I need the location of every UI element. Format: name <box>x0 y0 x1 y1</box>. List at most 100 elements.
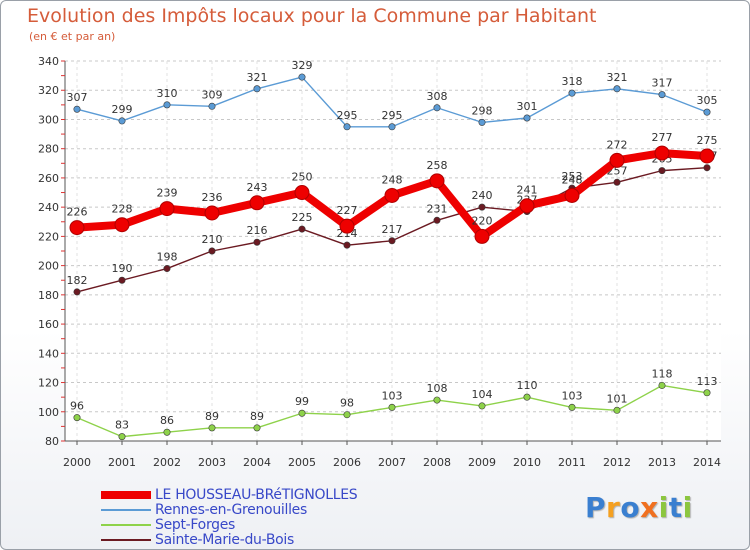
x-tick-label: 2005 <box>288 456 316 469</box>
data-label: 113 <box>697 375 718 388</box>
data-point <box>568 89 576 97</box>
legend-label: Sept-Forges <box>155 516 236 533</box>
data-label: 103 <box>382 389 403 402</box>
data-label: 250 <box>292 171 313 184</box>
data-point <box>613 85 621 93</box>
data-point <box>204 205 220 221</box>
data-label: 89 <box>205 410 219 423</box>
logo-letter: o <box>620 491 641 524</box>
x-tick-label: 2006 <box>333 456 361 469</box>
data-label: 210 <box>202 233 223 246</box>
data-point <box>253 85 261 93</box>
data-point <box>114 217 130 233</box>
data-point <box>564 187 580 203</box>
data-label: 110 <box>517 379 538 392</box>
data-label: 101 <box>607 392 628 405</box>
data-label: 307 <box>67 91 88 104</box>
logo-letter: P <box>585 491 607 524</box>
y-tick-label: 320 <box>38 84 59 97</box>
y-tick-label: 260 <box>38 172 59 185</box>
data-point <box>208 102 216 110</box>
data-label: 309 <box>202 88 223 101</box>
data-point <box>519 198 535 214</box>
data-label: 321 <box>247 71 268 84</box>
chart-title: Evolution des Impôts locaux pour la Comm… <box>27 5 597 27</box>
data-point <box>478 203 486 211</box>
data-label: 99 <box>295 395 309 408</box>
data-label: 305 <box>697 94 718 107</box>
data-point <box>433 104 441 112</box>
data-label: 226 <box>67 206 88 219</box>
y-tick-label: 180 <box>38 289 59 302</box>
logo-letter: r <box>606 491 621 524</box>
data-point <box>613 178 621 186</box>
y-tick-label: 280 <box>38 143 59 156</box>
data-point <box>298 225 306 233</box>
data-label: 298 <box>472 104 493 117</box>
y-tick-label: 300 <box>38 113 59 126</box>
data-point <box>253 238 261 246</box>
data-point <box>343 411 351 419</box>
data-label: 277 <box>652 131 673 144</box>
data-label: 231 <box>427 202 448 215</box>
data-label: 98 <box>340 397 354 410</box>
data-label: 241 <box>517 184 538 197</box>
data-label: 318 <box>562 75 583 88</box>
data-label: 103 <box>562 389 583 402</box>
x-tick-label: 2009 <box>468 456 496 469</box>
chart-legend: LE HOUSSEAU-BRéTIGNOLLES Rennes-en-Grenou… <box>101 487 358 548</box>
data-label: 310 <box>157 87 178 100</box>
data-point <box>523 393 531 401</box>
data-point <box>298 73 306 81</box>
data-label: 295 <box>382 109 403 122</box>
data-point <box>253 424 261 432</box>
data-label: 227 <box>337 204 358 217</box>
data-label: 321 <box>607 71 628 84</box>
data-label: 308 <box>427 90 448 103</box>
data-point <box>703 389 711 397</box>
legend-item: Sept-Forges <box>101 516 357 533</box>
data-point <box>298 409 306 417</box>
data-point <box>613 406 621 414</box>
data-label: 275 <box>697 134 718 147</box>
logo-letter: i <box>682 491 693 524</box>
legend-item: Sainte-Marie-du-Bois <box>101 532 357 548</box>
data-point <box>474 228 490 244</box>
data-point <box>343 123 351 131</box>
y-tick-label: 220 <box>38 230 59 243</box>
data-label: 190 <box>112 262 133 275</box>
data-label: 216 <box>247 224 268 237</box>
x-tick-label: 2007 <box>378 456 406 469</box>
y-tick-label: 200 <box>38 260 59 273</box>
logo-letter: i <box>658 491 669 524</box>
data-point <box>339 218 355 234</box>
data-point <box>658 167 666 175</box>
data-label: 329 <box>292 59 313 72</box>
data-point <box>118 433 126 441</box>
data-label: 86 <box>160 414 174 427</box>
data-label: 248 <box>382 173 403 186</box>
logo-letter: t <box>668 491 683 524</box>
data-label: 220 <box>472 214 493 227</box>
data-label: 317 <box>652 77 673 90</box>
data-label: 299 <box>112 103 133 116</box>
data-label: 198 <box>157 251 178 264</box>
data-point <box>609 152 625 168</box>
data-label: 248 <box>562 173 583 186</box>
data-point <box>163 428 171 436</box>
data-point <box>249 195 265 211</box>
x-tick-label: 2012 <box>603 456 631 469</box>
data-point <box>208 247 216 255</box>
data-point <box>703 108 711 116</box>
data-label: 96 <box>70 400 84 413</box>
data-label: 239 <box>157 187 178 200</box>
data-label: 89 <box>250 410 264 423</box>
proxiti-logo: Proxiti <box>585 491 693 524</box>
y-tick-label: 140 <box>38 347 59 360</box>
data-point <box>384 187 400 203</box>
data-point <box>568 403 576 411</box>
data-label: 225 <box>292 211 313 224</box>
data-point <box>658 91 666 99</box>
